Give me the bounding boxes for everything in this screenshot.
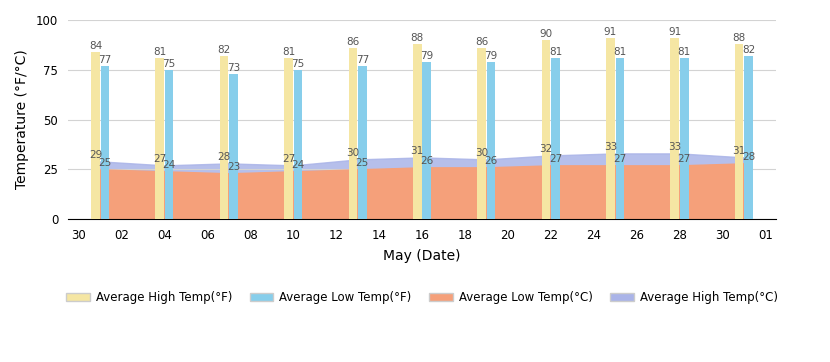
Text: 29: 29 xyxy=(89,150,102,160)
Text: 32: 32 xyxy=(540,144,553,155)
Text: 82: 82 xyxy=(217,45,231,55)
Bar xyxy=(349,48,357,219)
Bar xyxy=(551,58,559,219)
Text: 91: 91 xyxy=(668,27,681,37)
Text: 75: 75 xyxy=(291,59,305,69)
Text: 73: 73 xyxy=(227,63,240,73)
Bar xyxy=(542,40,550,219)
Text: 91: 91 xyxy=(603,27,617,37)
Text: 27: 27 xyxy=(613,154,627,164)
Text: 82: 82 xyxy=(742,45,755,55)
Text: 31: 31 xyxy=(733,146,746,156)
Text: 23: 23 xyxy=(227,162,240,172)
Bar xyxy=(165,70,173,219)
Legend: Average High Temp(°F), Average Low Temp(°F), Average Low Temp(°C), Average High : Average High Temp(°F), Average Low Temp(… xyxy=(61,286,783,309)
Text: 79: 79 xyxy=(420,51,433,61)
Bar xyxy=(155,58,164,219)
Text: 25: 25 xyxy=(98,158,111,168)
Text: 81: 81 xyxy=(613,47,627,57)
Bar xyxy=(294,70,302,219)
Bar xyxy=(671,38,679,219)
Text: 30: 30 xyxy=(346,148,359,159)
Text: 81: 81 xyxy=(677,47,691,57)
Text: 24: 24 xyxy=(291,160,305,171)
Text: 88: 88 xyxy=(733,33,746,43)
Bar xyxy=(91,52,100,219)
Bar xyxy=(284,58,293,219)
Text: 33: 33 xyxy=(603,142,617,152)
Bar xyxy=(735,44,744,219)
Bar xyxy=(487,62,496,219)
Text: 27: 27 xyxy=(154,154,166,164)
Text: 77: 77 xyxy=(356,55,369,65)
Text: 86: 86 xyxy=(346,37,359,47)
Text: 28: 28 xyxy=(742,152,755,163)
Bar xyxy=(413,44,422,219)
Text: 30: 30 xyxy=(475,148,488,159)
Bar xyxy=(606,38,615,219)
Text: 27: 27 xyxy=(677,154,691,164)
Text: 75: 75 xyxy=(163,59,176,69)
Text: 77: 77 xyxy=(98,55,111,65)
Bar xyxy=(358,66,367,219)
X-axis label: May (Date): May (Date) xyxy=(383,249,461,263)
Text: 84: 84 xyxy=(89,41,102,51)
Bar xyxy=(100,66,109,219)
Text: 27: 27 xyxy=(282,154,295,164)
Text: 81: 81 xyxy=(154,47,166,57)
Text: 81: 81 xyxy=(282,47,295,57)
Bar xyxy=(229,74,238,219)
Text: 28: 28 xyxy=(217,152,231,163)
Text: 25: 25 xyxy=(356,158,369,168)
Text: 79: 79 xyxy=(485,51,498,61)
Bar xyxy=(220,56,228,219)
Text: 90: 90 xyxy=(540,29,553,39)
Text: 88: 88 xyxy=(411,33,424,43)
Text: 86: 86 xyxy=(475,37,488,47)
Text: 24: 24 xyxy=(163,160,176,171)
Bar xyxy=(680,58,689,219)
Text: 27: 27 xyxy=(549,154,562,164)
Bar xyxy=(745,56,753,219)
Bar xyxy=(477,48,486,219)
Bar xyxy=(616,58,624,219)
Text: 26: 26 xyxy=(485,156,498,167)
Text: 81: 81 xyxy=(549,47,562,57)
Text: 26: 26 xyxy=(420,156,433,167)
Y-axis label: Temperature (°F/°C): Temperature (°F/°C) xyxy=(15,50,29,189)
Bar xyxy=(422,62,431,219)
Text: 31: 31 xyxy=(411,146,424,156)
Text: 33: 33 xyxy=(668,142,681,152)
